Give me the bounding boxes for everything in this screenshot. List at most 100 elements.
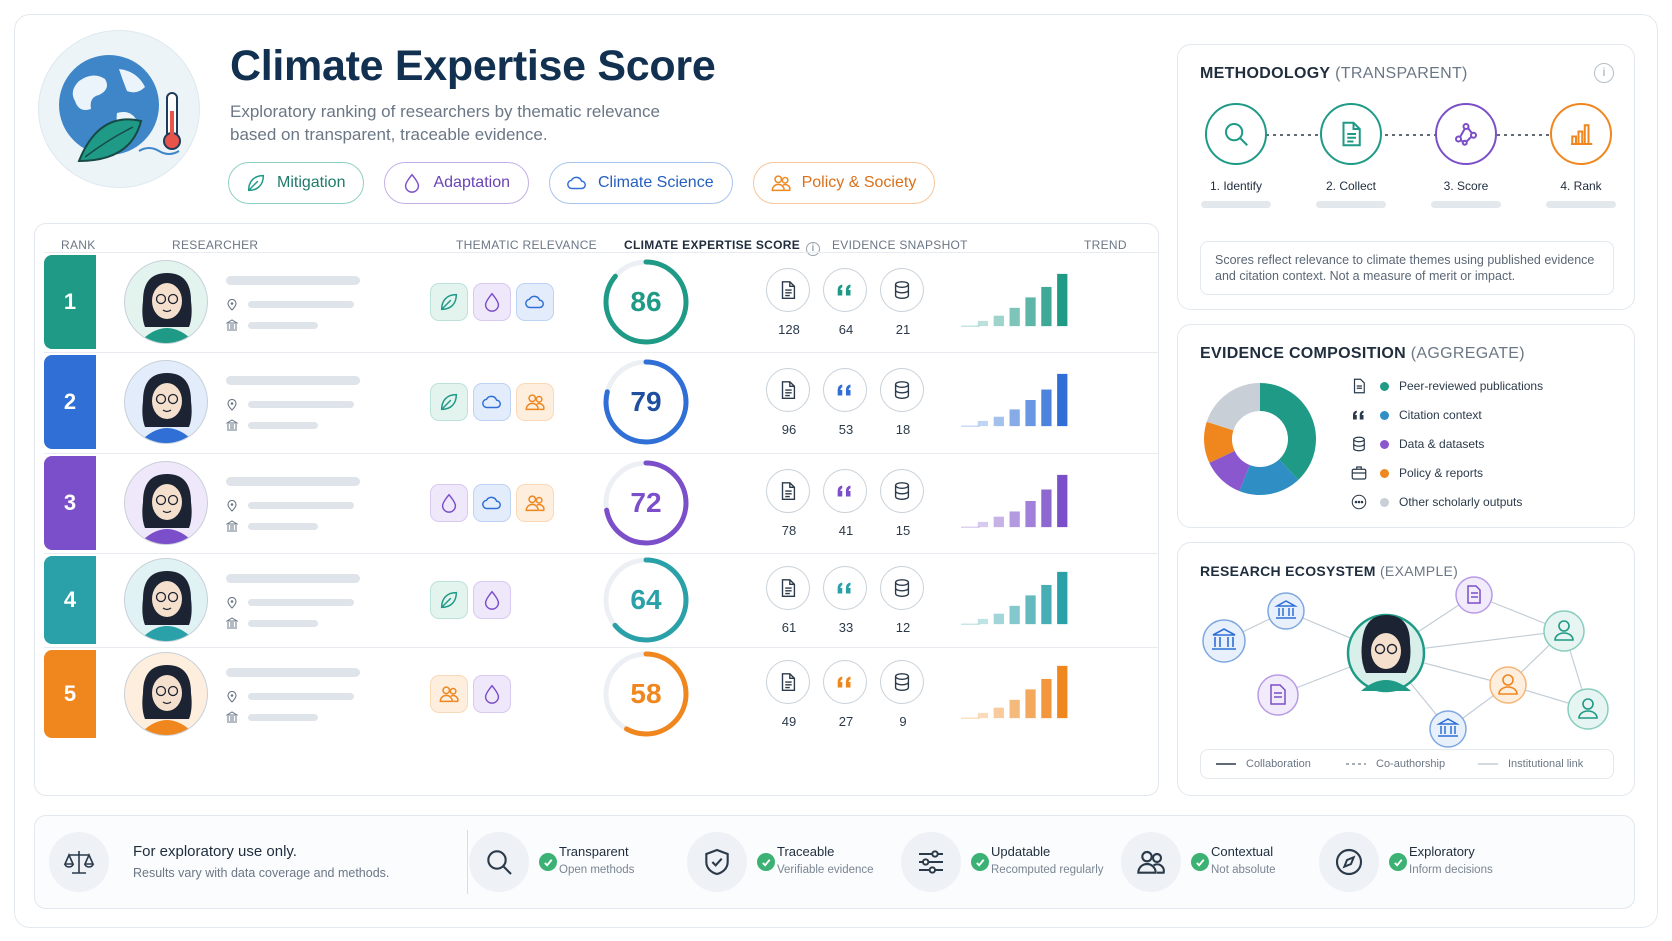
col-evidence[interactable]: EVIDENCE SNAPSHOT bbox=[832, 238, 968, 252]
theme-drop-icon[interactable] bbox=[473, 675, 511, 713]
theme-cloud-icon[interactable] bbox=[516, 283, 554, 321]
theme-cloud-icon[interactable] bbox=[473, 484, 511, 522]
people-icon bbox=[1137, 850, 1165, 874]
rank-badge: 2 bbox=[44, 355, 96, 449]
chip-label: Climate Science bbox=[598, 174, 714, 191]
donut-slice bbox=[1209, 450, 1250, 492]
quote-icon bbox=[837, 676, 851, 688]
chip-policy-society[interactable]: Policy & Society bbox=[752, 162, 936, 204]
evidence-citations[interactable]: 27 bbox=[823, 660, 869, 729]
researcher-name-placeholder bbox=[226, 574, 360, 583]
researcher-avatar[interactable] bbox=[124, 652, 208, 736]
document-icon bbox=[1342, 121, 1361, 147]
chip-climate-science[interactable]: Climate Science bbox=[549, 162, 733, 204]
researcher-avatar[interactable] bbox=[124, 461, 208, 545]
info-icon[interactable]: i bbox=[1594, 63, 1614, 83]
principle-subtitle: Not absolute bbox=[1211, 864, 1276, 876]
evidence-publications[interactable]: 49 bbox=[766, 660, 812, 729]
table-row[interactable]: 4 64 61 33 12 bbox=[44, 553, 1158, 645]
evidence-datasets[interactable]: 21 bbox=[880, 268, 926, 337]
researcher-name-placeholder bbox=[226, 477, 360, 486]
evidence-publications[interactable]: 96 bbox=[766, 368, 812, 437]
legend-data: Data & datasets bbox=[1350, 435, 1484, 453]
info-icon[interactable]: i bbox=[806, 242, 821, 256]
composition-title-suffix: (AGGREGATE) bbox=[1410, 345, 1525, 362]
location-icon bbox=[227, 691, 237, 703]
evidence-publications[interactable]: 61 bbox=[766, 566, 812, 635]
trend-bar bbox=[1009, 409, 1020, 427]
evidence-citations[interactable]: 33 bbox=[823, 566, 869, 635]
trend-bar bbox=[993, 613, 1004, 625]
theme-leaf-icon[interactable] bbox=[430, 581, 468, 619]
principle-title: Traceable bbox=[777, 844, 835, 859]
evidence-count: 9 bbox=[899, 714, 907, 729]
evidence-datasets[interactable]: 15 bbox=[880, 469, 926, 538]
col-researcher[interactable]: RESEARCHER bbox=[172, 238, 259, 252]
researcher-avatar[interactable] bbox=[124, 360, 208, 444]
document-icon bbox=[1257, 674, 1299, 716]
table-row[interactable]: 3 72 78 41 15 bbox=[44, 453, 1158, 551]
table-row[interactable]: 1 86 128 64 21 bbox=[44, 252, 1158, 350]
compass-icon bbox=[1335, 848, 1363, 876]
principle-subtitle: Inform decisions bbox=[1409, 864, 1493, 876]
disclaimer-title: For exploratory use only. bbox=[133, 843, 297, 860]
evidence-citations[interactable]: 53 bbox=[823, 368, 869, 437]
principle-compass-icon bbox=[1319, 832, 1379, 892]
theme-drop-icon[interactable] bbox=[473, 283, 511, 321]
drop-icon bbox=[405, 173, 420, 193]
evidence-citations[interactable]: 41 bbox=[823, 469, 869, 538]
theme-drop-icon[interactable] bbox=[430, 484, 468, 522]
table-row[interactable]: 5 58 49 27 9 bbox=[44, 647, 1158, 739]
evidence-count: 78 bbox=[781, 523, 797, 538]
theme-people-icon[interactable] bbox=[430, 675, 468, 713]
theme-leaf-icon[interactable] bbox=[430, 283, 468, 321]
evidence-publications[interactable]: 78 bbox=[766, 469, 812, 538]
researcher-institution-placeholder bbox=[248, 322, 318, 329]
people-icon bbox=[439, 686, 459, 703]
check-icon bbox=[539, 853, 557, 871]
col-score[interactable]: CLIMATE EXPERTISE SCORE i bbox=[624, 238, 821, 256]
methodology-title: METHODOLOGY (TRANSPARENT) bbox=[1200, 65, 1468, 83]
footer-bar: For exploratory use only. Results vary w… bbox=[34, 815, 1635, 909]
evidence-datasets[interactable]: 18 bbox=[880, 368, 926, 437]
col-thematic[interactable]: THEMATIC RELEVANCE bbox=[456, 238, 597, 252]
trend-bar bbox=[1041, 489, 1052, 528]
institution-icon bbox=[226, 520, 238, 532]
page-subtitle: Exploratory ranking of researchers by th… bbox=[230, 102, 660, 144]
person-icon bbox=[1489, 666, 1527, 704]
evidence-citations[interactable]: 64 bbox=[823, 268, 869, 337]
trend-chart bbox=[961, 373, 1068, 427]
donut-slice bbox=[1239, 459, 1299, 495]
theme-cloud-icon[interactable] bbox=[473, 383, 511, 421]
researcher-avatar[interactable] bbox=[124, 260, 208, 344]
theme-leaf-icon[interactable] bbox=[430, 383, 468, 421]
ecosystem-panel: RESEARCH ECOSYSTEM (EXAMPLE) bbox=[1177, 542, 1635, 796]
trend-bar bbox=[1009, 307, 1020, 327]
trend-bar bbox=[1009, 605, 1020, 625]
person-icon bbox=[1567, 688, 1609, 730]
evidence-publications[interactable]: 128 bbox=[766, 268, 812, 337]
institution-icon bbox=[226, 617, 238, 629]
cloud-icon bbox=[482, 395, 501, 409]
evidence-count: 41 bbox=[838, 523, 854, 538]
chip-mitigation[interactable]: Mitigation bbox=[228, 162, 365, 204]
institution-icon bbox=[226, 419, 238, 431]
location-icon bbox=[227, 399, 237, 411]
chip-label: Mitigation bbox=[277, 174, 346, 191]
col-trend[interactable]: TREND bbox=[1084, 238, 1127, 252]
evidence-datasets[interactable]: 12 bbox=[880, 566, 926, 635]
principle-subtitle: Verifiable evidence bbox=[777, 864, 874, 876]
theme-people-icon[interactable] bbox=[516, 383, 554, 421]
trend-bar bbox=[1009, 511, 1020, 528]
chip-adaptation[interactable]: Adaptation bbox=[384, 162, 529, 204]
legend-peer-reviewed: Peer-reviewed publications bbox=[1350, 377, 1543, 395]
institution-icon bbox=[1202, 619, 1246, 663]
trend-bar bbox=[1057, 571, 1068, 625]
col-rank[interactable]: RANK bbox=[61, 238, 96, 252]
theme-people-icon[interactable] bbox=[516, 484, 554, 522]
evidence-datasets[interactable]: 9 bbox=[880, 660, 926, 729]
principle-sliders-icon bbox=[901, 832, 961, 892]
table-row[interactable]: 2 79 96 53 18 bbox=[44, 352, 1158, 450]
theme-drop-icon[interactable] bbox=[473, 581, 511, 619]
researcher-avatar[interactable] bbox=[124, 558, 208, 642]
